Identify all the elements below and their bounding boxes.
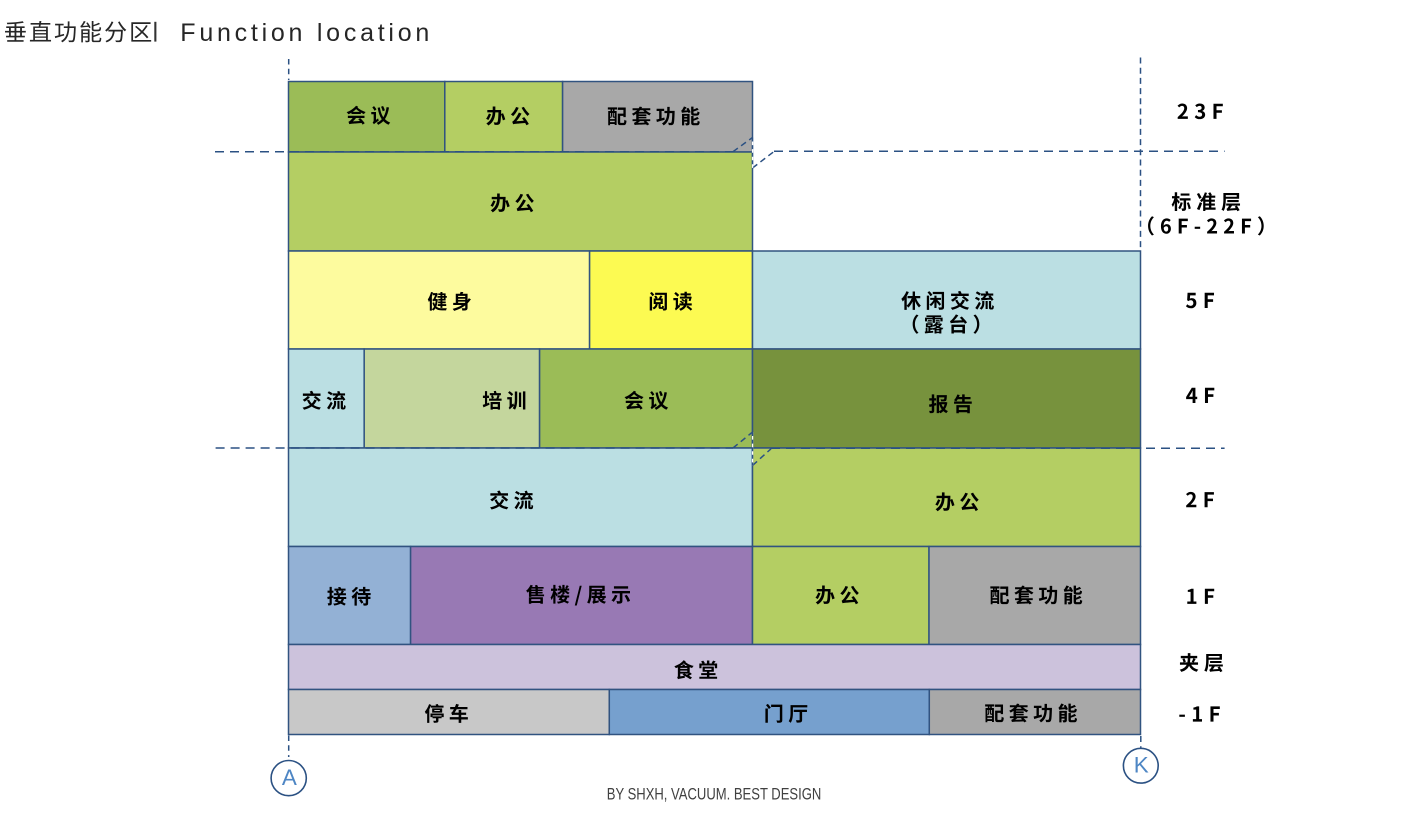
svg-text:Function location: Function location [180,19,433,47]
svg-text:A: A [282,765,297,790]
svg-text:BY SHXH, VACUUM. BEST DESIGN: BY SHXH, VACUUM. BEST DESIGN [607,786,822,804]
svg-text:K: K [1134,752,1149,777]
